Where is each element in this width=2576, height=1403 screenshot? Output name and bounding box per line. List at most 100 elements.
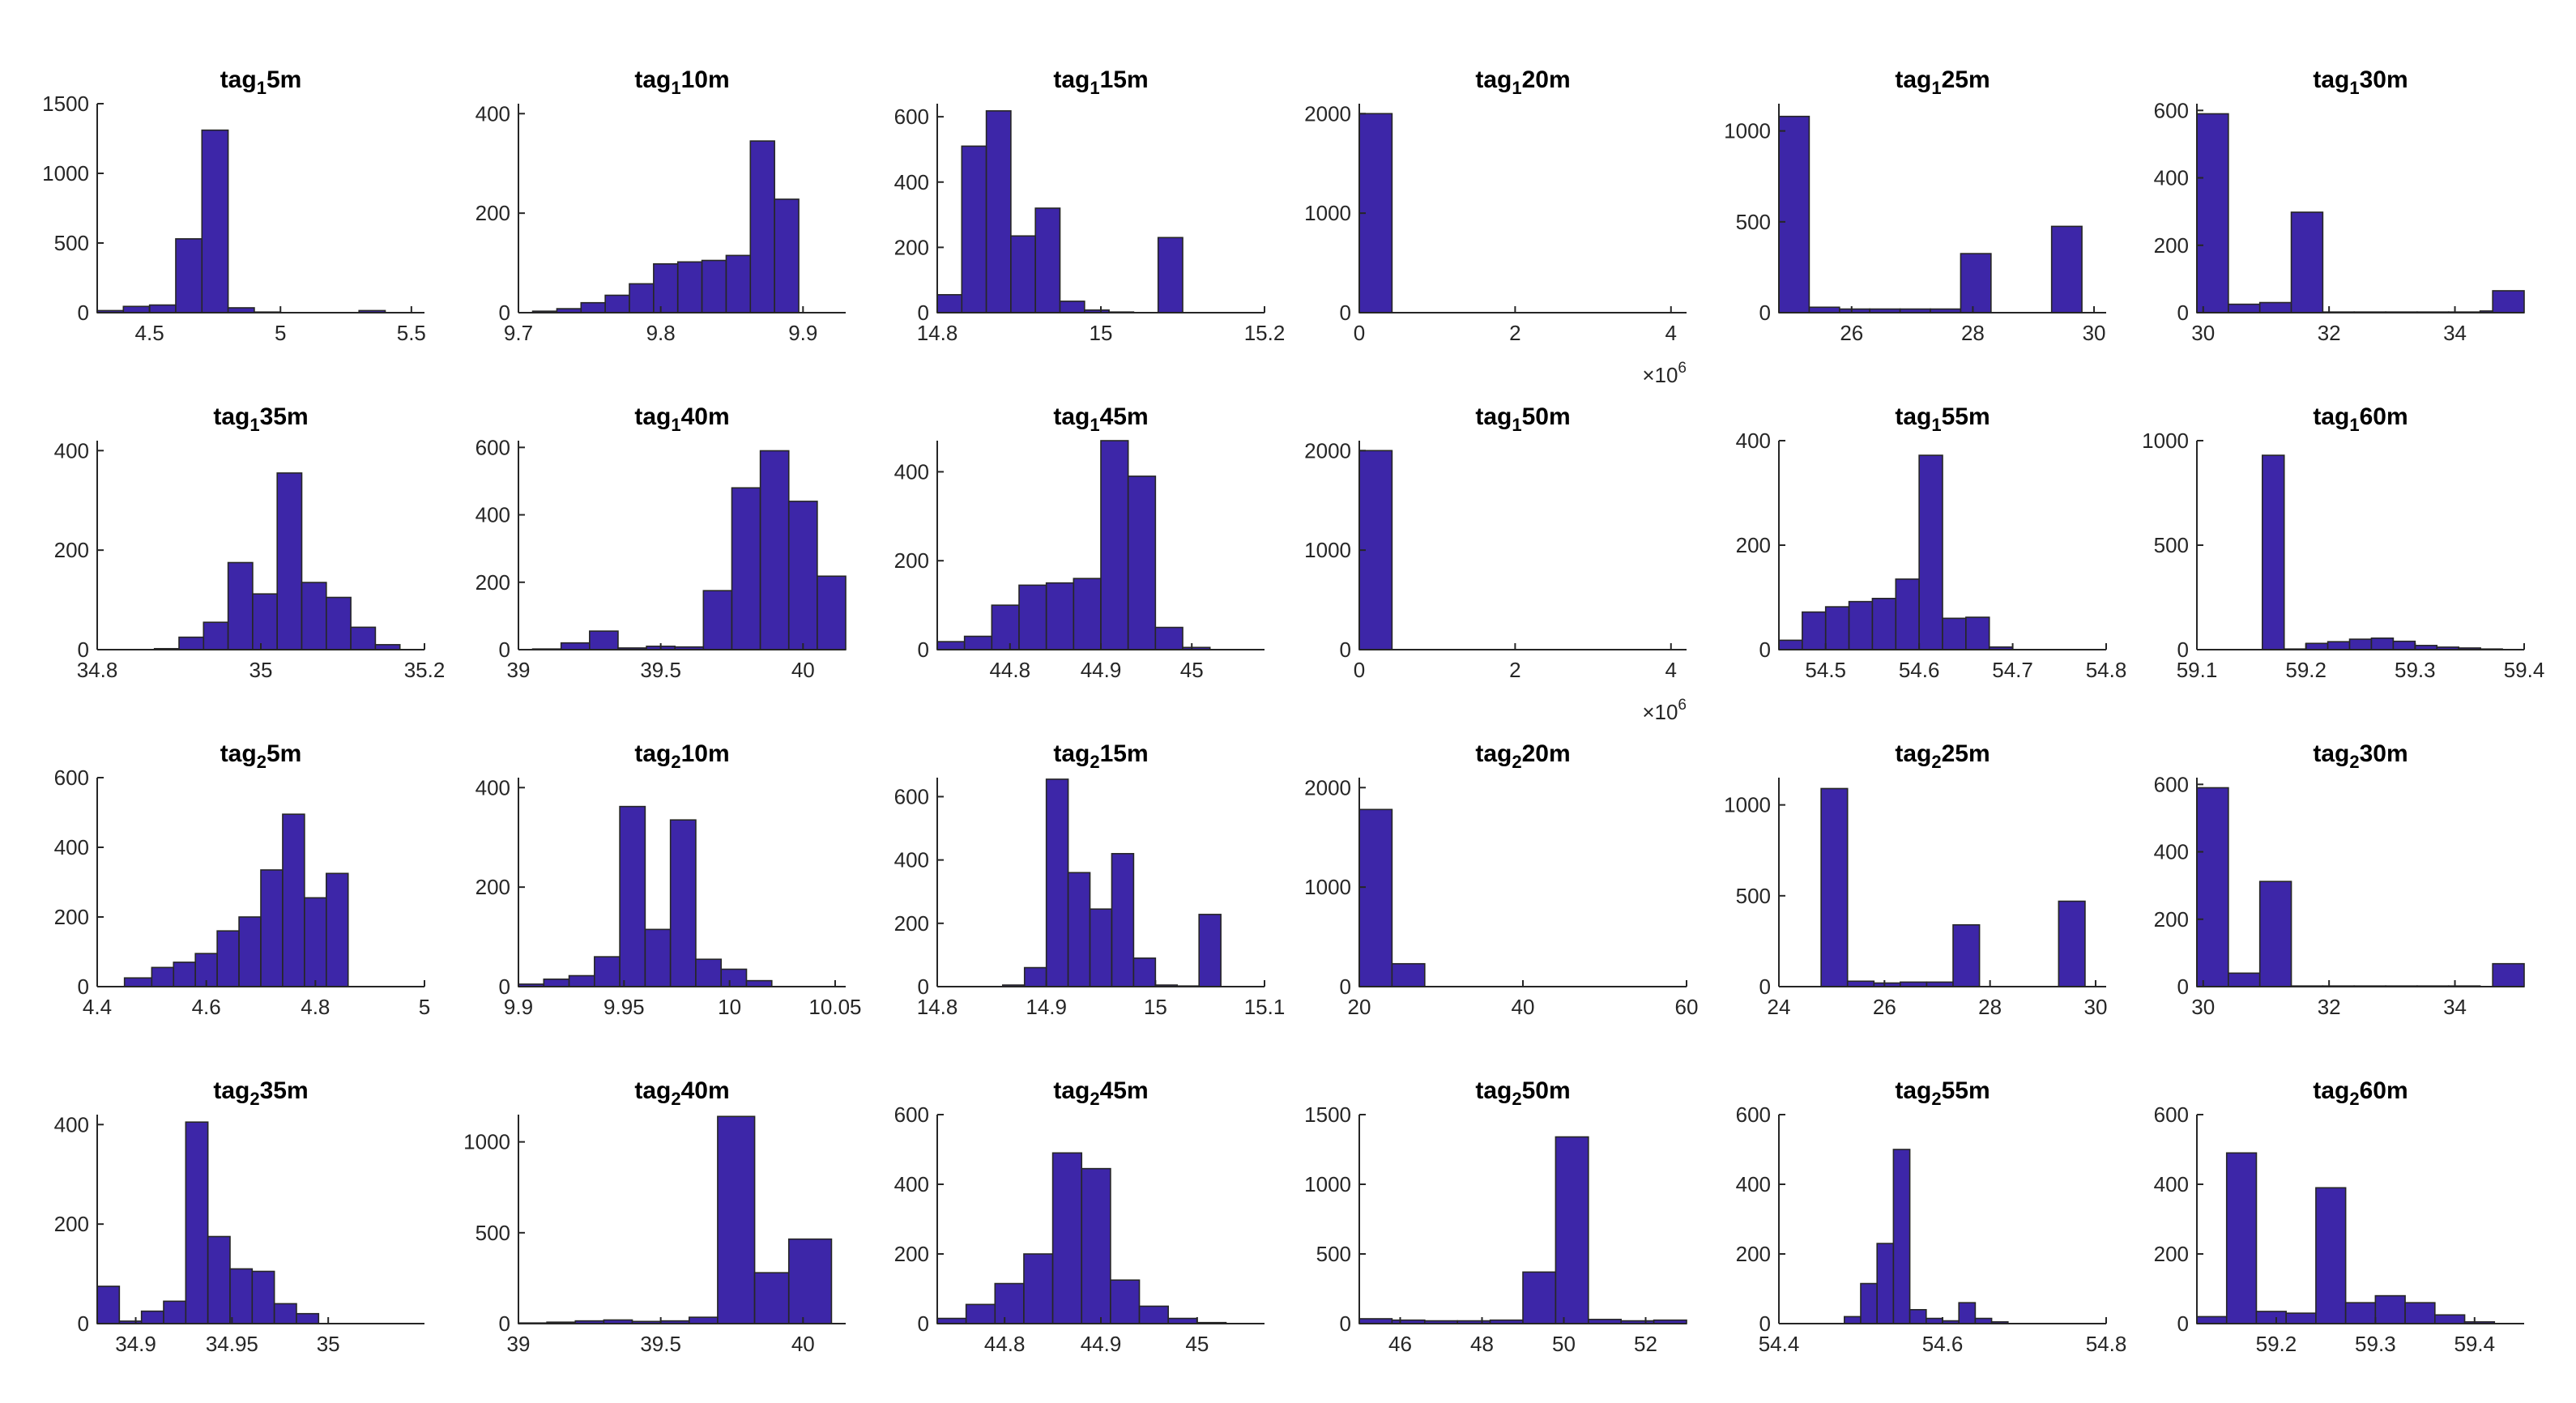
- y-tick-label: 1000: [1304, 875, 1351, 899]
- x-tick-label: 35: [249, 658, 273, 682]
- x-tick-label: 15.1: [1244, 995, 1286, 1019]
- y-tick-label: 400: [476, 775, 510, 800]
- histogram-panel-20: 39 39.5 40 0 500 1000 tag240m: [463, 1077, 846, 1356]
- chart-title-suffix: 15m: [1100, 740, 1149, 767]
- chart-title: tag260m: [2313, 1077, 2408, 1109]
- histogram-bar: [965, 1303, 996, 1324]
- histogram-bar: [787, 501, 818, 650]
- y-tick-label: 0: [918, 301, 929, 325]
- chart-title-base: tag: [1895, 740, 1931, 767]
- chart-title-suffix: 60m: [2360, 1077, 2408, 1104]
- histogram-bar: [2225, 1152, 2258, 1324]
- x-tick-label: 59.4: [2504, 658, 2545, 682]
- histogram-bar: [2285, 1312, 2317, 1324]
- histogram-bar: [350, 626, 377, 650]
- histogram-bar: [1895, 578, 1920, 650]
- chart-title-subscript: 2: [1931, 1089, 1941, 1109]
- x-axis-multiplier-exponent: 6: [1678, 360, 1687, 377]
- histogram-bar: [1848, 600, 1874, 650]
- chart-title-subscript: 1: [257, 78, 267, 98]
- chart-title-base: tag: [634, 740, 671, 767]
- x-axis-multiplier: ×106: [1642, 360, 1687, 387]
- y-tick-label: 0: [499, 638, 510, 662]
- chart-title: tag155m: [1895, 403, 1990, 435]
- chart-title-base: tag: [220, 66, 257, 93]
- histogram-bar: [201, 129, 229, 313]
- histogram-bar: [227, 561, 254, 650]
- y-tick-label: 0: [1340, 1311, 1351, 1336]
- y-tick-label: 0: [1759, 1311, 1771, 1336]
- x-tick-label: 15.2: [1244, 321, 1286, 345]
- chart-title-base: tag: [1475, 740, 1512, 767]
- chart-title: tag220m: [1475, 740, 1570, 772]
- histogram-bar: [325, 872, 349, 987]
- y-tick-label: 200: [1736, 533, 1771, 557]
- x-tick-label: 5: [275, 321, 286, 345]
- x-tick-label: 45: [1185, 1332, 1209, 1356]
- x-tick-label: 59.3: [2355, 1332, 2396, 1356]
- x-tick-label: 39: [507, 658, 531, 682]
- chart-title-base: tag: [1475, 66, 1512, 93]
- histogram-bar: [695, 958, 723, 987]
- chart-title: tag125m: [1895, 66, 1990, 98]
- histogram-bar: [963, 635, 993, 650]
- y-tick-label: 500: [1736, 210, 1771, 234]
- chart-title-suffix: 45m: [1100, 1077, 1149, 1104]
- y-tick-label: 200: [894, 235, 929, 259]
- x-tick-label: 9.95: [603, 995, 645, 1019]
- x-tick-label: 15: [1144, 995, 1167, 1019]
- y-tick-label: 200: [54, 1212, 89, 1236]
- histogram-bar: [1824, 606, 1850, 650]
- histogram-bar: [203, 621, 229, 650]
- histogram-bar: [123, 977, 153, 987]
- y-tick-label: 500: [476, 1221, 510, 1245]
- y-tick-label: 0: [499, 974, 510, 999]
- histogram-bar: [580, 301, 606, 313]
- x-tick-label: 15: [1090, 321, 1113, 345]
- chart-title-subscript: 2: [249, 1089, 259, 1109]
- x-tick-label: 44.9: [1081, 1332, 1122, 1356]
- chart-title-base: tag: [634, 66, 671, 93]
- histogram-bar: [1045, 582, 1075, 650]
- histogram-bar: [2492, 962, 2525, 987]
- histogram-bar: [936, 294, 963, 313]
- y-tick-label: 0: [1340, 301, 1351, 325]
- chart-title-base: tag: [213, 403, 249, 430]
- histogram-bar: [173, 962, 197, 987]
- x-tick-label: 35.2: [404, 658, 446, 682]
- histogram-panel-6: 30 32 34 0 200 400 600 tag130m: [2154, 66, 2525, 345]
- chart-title-suffix: 60m: [2360, 403, 2408, 430]
- histogram-bar: [2344, 1302, 2377, 1324]
- y-tick-label: 0: [918, 638, 929, 662]
- chart-title: tag140m: [634, 403, 729, 435]
- histogram-bar: [282, 813, 305, 987]
- histogram-bar: [175, 238, 203, 313]
- x-tick-label: 28: [1961, 321, 1985, 345]
- x-tick-label: 10: [718, 995, 741, 1019]
- histogram-bar: [644, 928, 672, 987]
- x-tick-label: 46: [1388, 1332, 1412, 1356]
- chart-title-suffix: 55m: [1942, 403, 1990, 430]
- chart-title-suffix: 20m: [1522, 66, 1571, 93]
- histogram-bar: [96, 1286, 121, 1324]
- y-tick-label: 1000: [2142, 429, 2189, 453]
- chart-title-base: tag: [1475, 1077, 1512, 1104]
- histogram-bar: [1820, 787, 1849, 987]
- chart-title-suffix: 40m: [681, 1077, 730, 1104]
- x-tick-label: 54.5: [1805, 658, 1846, 682]
- histogram-bar: [1045, 778, 1069, 987]
- x-axis-multiplier-base: ×10: [1642, 363, 1678, 387]
- x-tick-label: 40: [791, 1332, 815, 1356]
- histogram-bar: [1952, 923, 1981, 987]
- histogram-bar: [749, 140, 775, 313]
- chart-title-base: tag: [1895, 66, 1931, 93]
- chart-title: tag240m: [634, 1077, 729, 1109]
- y-tick-label: 0: [1340, 638, 1351, 662]
- x-tick-label: 30: [2191, 321, 2215, 345]
- chart-title: tag15m: [220, 66, 302, 98]
- y-tick-label: 2000: [1304, 101, 1351, 126]
- y-tick-label: 200: [894, 1242, 929, 1266]
- chart-title-base: tag: [634, 1077, 671, 1104]
- histogram-bar: [2492, 290, 2525, 313]
- y-tick-label: 0: [2177, 1311, 2189, 1336]
